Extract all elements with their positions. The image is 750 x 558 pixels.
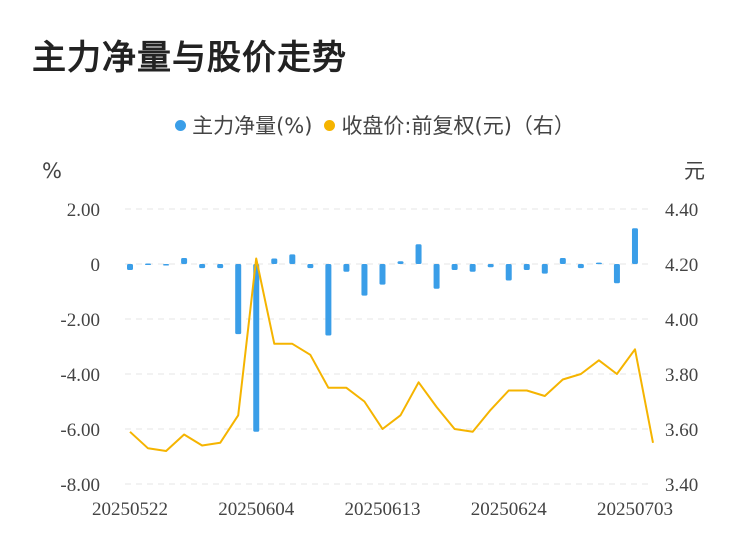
bar	[541, 264, 548, 274]
y-left-tick-label: -4.00	[60, 365, 100, 386]
bar	[559, 257, 566, 264]
x-tick-label: 20250613	[344, 499, 420, 520]
legend-dot-line	[324, 119, 336, 131]
bar	[325, 264, 332, 336]
bar	[523, 264, 530, 271]
price-line	[129, 257, 654, 452]
bar	[253, 264, 260, 432]
y-left-unit: %	[42, 159, 62, 183]
y-right-tick-label: 4.40	[665, 200, 698, 221]
y-left-tick-label: 2.00	[67, 200, 100, 221]
bar	[487, 264, 494, 268]
bar	[613, 264, 620, 284]
bar	[631, 228, 638, 264]
y-left-tick-label: -6.00	[60, 420, 100, 441]
y-left-tick-label: -8.00	[60, 475, 100, 496]
bar	[451, 264, 458, 271]
y-left-tick-label: -2.00	[60, 310, 100, 331]
bar	[271, 258, 278, 264]
bar	[235, 264, 242, 335]
x-tick-label: 20250522	[92, 499, 168, 520]
legend-item-net-volume[interactable]: 主力净量(%)	[175, 110, 312, 140]
bar	[379, 264, 386, 285]
bar	[415, 244, 422, 264]
x-tick-label: 20250703	[597, 499, 673, 520]
legend-dot-bar	[175, 119, 187, 131]
bar	[469, 264, 476, 272]
bar	[397, 261, 404, 264]
bar	[595, 262, 602, 265]
bar	[361, 264, 368, 296]
y-right-tick-label: 4.00	[665, 310, 698, 331]
bar	[127, 264, 133, 271]
legend-label-net-volume: 主力净量(%)	[192, 114, 313, 138]
legend: 主力净量(%) 收盘价:前复权(元)（右）	[0, 110, 750, 140]
y-right-tick-label: 3.40	[665, 475, 698, 496]
bar	[577, 264, 584, 269]
bar	[181, 257, 188, 264]
legend-label-close-price: 收盘价:前复权(元)（右）	[341, 114, 575, 138]
y-right-unit: 元	[684, 159, 705, 183]
y-left-tick-label: 0	[91, 255, 101, 276]
bar	[307, 264, 314, 269]
bar	[289, 254, 296, 264]
bar	[433, 264, 440, 289]
bar	[163, 264, 170, 266]
y-right-tick-label: 4.20	[665, 255, 698, 276]
bar	[145, 263, 152, 265]
legend-item-close-price[interactable]: 收盘价:前复权(元)（右）	[324, 110, 575, 140]
bar	[199, 264, 206, 269]
bar	[343, 264, 350, 272]
chart-title: 主力净量与股价走势	[32, 38, 347, 78]
y-right-tick-label: 3.80	[665, 365, 698, 386]
x-tick-label: 20250604	[218, 499, 295, 520]
x-tick-label: 20250624	[471, 499, 548, 520]
bar	[505, 264, 512, 281]
bar	[217, 264, 224, 269]
y-right-tick-label: 3.60	[665, 420, 698, 441]
